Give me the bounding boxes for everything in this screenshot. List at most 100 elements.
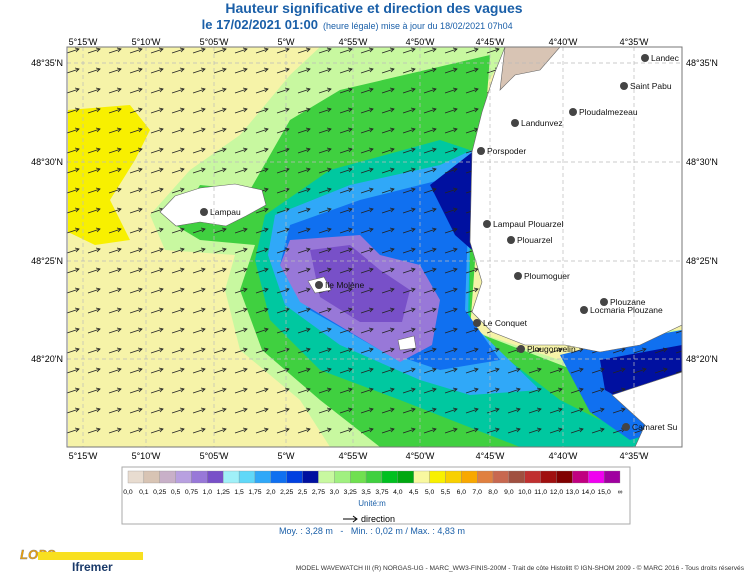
level-label: 4,0 [393, 489, 403, 496]
map [67, 47, 682, 447]
lon-label-bottom: 4°50'W [406, 451, 435, 461]
colorbar-cell [191, 470, 208, 484]
colorbar-cell [508, 470, 525, 484]
lat-label-left: 48°25'N [31, 256, 63, 266]
colorbar-cell [254, 470, 271, 484]
colorbar-cell [413, 470, 430, 484]
level-label: 13,0 [566, 489, 579, 496]
place-marker [569, 108, 577, 116]
colorbar-cell [492, 470, 510, 484]
level-label: 2,75 [312, 489, 325, 496]
level-label: 14,0 [582, 489, 595, 496]
place-name: Plougonvelin [527, 344, 576, 354]
level-label: 1,75 [248, 489, 261, 496]
unit: Unité:m [358, 499, 386, 508]
level-label: 3,0 [330, 489, 340, 496]
level-label: 0,1 [139, 489, 149, 496]
colorbar-cell [429, 470, 446, 484]
lon-label-top: 5°15'W [69, 37, 98, 47]
level-label: 0,0 [123, 489, 133, 496]
lon-label-bottom: 4°55'W [339, 451, 368, 461]
level-label: 2,5 [298, 489, 308, 496]
place-name: Landunvez [521, 118, 563, 128]
lat-label-right: 48°30'N [686, 157, 718, 167]
lon-label-bottom: 4°40'W [549, 451, 578, 461]
place-marker [514, 272, 522, 280]
place-name: Ploudalmezeau [579, 107, 638, 117]
colorbar-cell [302, 470, 319, 484]
place-marker [477, 147, 485, 155]
lon-label-top: 4°40'W [549, 37, 578, 47]
colorbar-cell [143, 470, 160, 484]
level-label: 0,5 [171, 489, 181, 496]
title: Hauteur significative et direction des v… [225, 0, 522, 16]
place-marker [315, 281, 323, 289]
level-label: 12,0 [550, 489, 563, 496]
lon-label-top: 5°10'W [132, 37, 161, 47]
logo-ifremer: Ifremer [72, 560, 113, 574]
lat-label-right: 48°35'N [686, 58, 718, 68]
place-name: Plouzane [610, 297, 646, 307]
colorbar-cell [572, 470, 589, 484]
colorbar-cell [238, 470, 256, 484]
level-label: 15,0 [598, 489, 611, 496]
place-name: Plouarzel [517, 235, 553, 245]
land [499, 47, 561, 91]
stats: Moy. : 3,28 m - Min. : 0,02 m / Max. : 4… [279, 526, 465, 536]
level-label: 11,0 [534, 489, 547, 496]
colorbar-cell [381, 470, 398, 484]
level-label: ∞ [618, 489, 623, 496]
place-marker [517, 345, 525, 353]
colorbar-cell [318, 470, 335, 484]
place-marker [473, 319, 481, 327]
lat-label-left: 48°35'N [31, 58, 63, 68]
place-name: Camaret Su [632, 422, 678, 432]
update-note: (heure légale) mise à jour du 18/02/2021… [323, 21, 513, 31]
level-label: 3,25 [344, 489, 357, 496]
lat-label-left: 48°20'N [31, 354, 63, 364]
land [469, 47, 682, 353]
lon-label-bottom: 5°W [277, 451, 295, 461]
level-label: 4,5 [409, 489, 419, 496]
lat-label-right: 48°20'N [686, 354, 718, 364]
level-label: 9,0 [504, 489, 514, 496]
place-marker [641, 54, 649, 62]
level-label: 10,0 [518, 489, 531, 496]
lon-label-bottom: 5°15'W [69, 451, 98, 461]
colorbar-cell [270, 470, 287, 484]
lon-label-top: 4°35'W [620, 37, 649, 47]
lon-label-top: 4°45'W [476, 37, 505, 47]
direction-label: direction [361, 514, 395, 524]
place-name: Ile Molène [325, 280, 364, 290]
lon-label-top: 4°50'W [406, 37, 435, 47]
colorbar-cell [350, 470, 367, 484]
lon-label-bottom: 4°35'W [620, 451, 649, 461]
level-label: 2,25 [280, 489, 293, 496]
colorbar-cell [334, 470, 351, 484]
place-name: Porspoder [487, 146, 526, 156]
colorbar-cell [207, 470, 224, 484]
colorbar-cell [286, 470, 303, 484]
colorbar-cell [365, 470, 383, 484]
colorbar-cell [127, 470, 145, 484]
place-marker [483, 220, 491, 228]
colorbar-cell [477, 470, 494, 484]
place-marker [507, 236, 515, 244]
level-label: 3,75 [375, 489, 388, 496]
colorbar-cell [540, 470, 557, 484]
level-label: 5,5 [441, 489, 451, 496]
level-label: 5,0 [425, 489, 435, 496]
level-label: 0,25 [153, 489, 166, 496]
level-label: 0,75 [185, 489, 198, 496]
level-label: 2,0 [266, 489, 276, 496]
date: le 17/02/2021 01:00 [202, 17, 318, 32]
level-label: 3,5 [361, 489, 371, 496]
lon-label-bottom: 5°05'W [200, 451, 229, 461]
colorbar-cell [556, 470, 573, 484]
logo-band [38, 552, 143, 560]
place-marker [620, 82, 628, 90]
colorbar-cell [159, 470, 176, 484]
place-marker [600, 298, 608, 306]
